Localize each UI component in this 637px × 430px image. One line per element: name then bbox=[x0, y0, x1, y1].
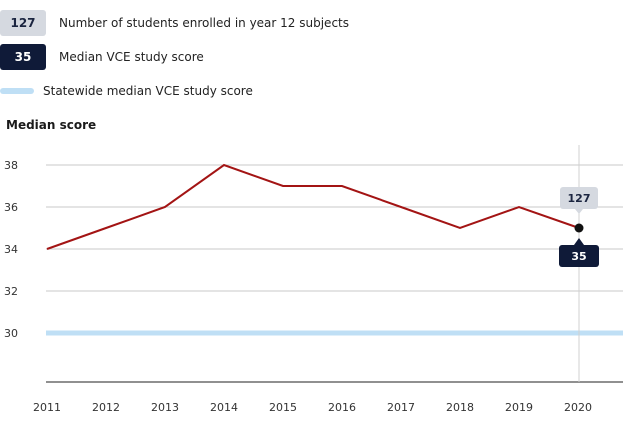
x-tick-label: 2020 bbox=[564, 401, 592, 414]
x-tick-label: 2013 bbox=[151, 401, 179, 414]
x-tick-label: 2017 bbox=[387, 401, 415, 414]
tooltip-median-pointer bbox=[574, 238, 584, 245]
x-tick-label: 2018 bbox=[446, 401, 474, 414]
legend-enrolled: 127 Number of students enrolled in year … bbox=[0, 10, 349, 36]
tooltip-median-box bbox=[559, 245, 599, 267]
x-tick-label: 2014 bbox=[210, 401, 238, 414]
median-badge: 35 bbox=[0, 44, 46, 70]
x-tick-label: 2015 bbox=[269, 401, 297, 414]
enrolled-label: Number of students enrolled in year 12 s… bbox=[59, 16, 349, 30]
tooltip-enrolled-pointer bbox=[575, 209, 583, 214]
median-score-line bbox=[46, 163, 580, 250]
legend-median: 35 Median VCE study score bbox=[0, 44, 204, 70]
x-tick-label: 2012 bbox=[92, 401, 120, 414]
highlight-point bbox=[574, 223, 584, 233]
x-tick-label: 2011 bbox=[33, 401, 61, 414]
tooltip-enrolled-box bbox=[560, 187, 598, 209]
median-label: Median VCE study score bbox=[59, 50, 204, 64]
y-tick-label: 36 bbox=[4, 201, 18, 214]
y-tick-label: 32 bbox=[4, 285, 18, 298]
x-tick-label: 2016 bbox=[328, 401, 356, 414]
y-axis-title: Median score bbox=[6, 118, 97, 132]
tooltip-enrolled-value: 127 bbox=[568, 192, 591, 205]
y-tick-label: 30 bbox=[4, 327, 18, 340]
legend-statewide: Statewide median VCE study score bbox=[0, 84, 253, 98]
y-tick-label: 34 bbox=[4, 243, 18, 256]
y-tick-label: 38 bbox=[4, 159, 18, 172]
x-tick-label: 2019 bbox=[505, 401, 533, 414]
enrolled-badge: 127 bbox=[0, 10, 46, 36]
statewide-swatch bbox=[0, 88, 34, 94]
tooltip-median-value: 35 bbox=[571, 250, 586, 263]
statewide-label: Statewide median VCE study score bbox=[43, 84, 253, 98]
